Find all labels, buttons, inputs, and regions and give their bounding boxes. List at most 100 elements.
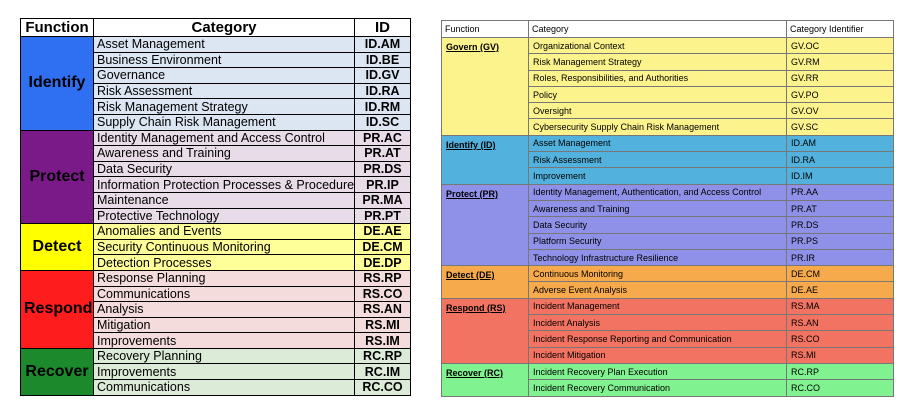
id-cell: GV.PO (786, 85, 894, 104)
id-cell: ID.RA (786, 151, 894, 169)
id-cell: RS.MA (786, 297, 894, 316)
table-row: Communications RS.CO (20, 285, 411, 303)
table-row: Recover (RC) Incident Recovery Plan Execu… (441, 362, 894, 397)
id-cell: ID.IM (786, 167, 894, 185)
table-row: Supply Chain Risk Management ID.SC (20, 113, 411, 131)
category-cell: Risk Assessment (93, 82, 355, 100)
id-cell: RS.CO (786, 330, 894, 348)
id-cell: RC.CO (354, 379, 411, 396)
id-cell: PR.IP (354, 176, 411, 193)
category-cell: Improvements (93, 332, 355, 349)
table-row: Information Protection Processes & Proce… (20, 176, 411, 193)
category-cell: Continuous Monitoring (528, 265, 787, 283)
id-cell: RS.AN (786, 314, 894, 332)
id-cell: DE.CM (786, 265, 894, 283)
table-row: Technology Infrastructure Resilience PR.I… (441, 248, 894, 267)
table-row: Roles, Responsibilities, and Authorities… (441, 69, 894, 87)
category-cell: Technology Infrastructure Resilience (528, 248, 787, 267)
category-cell: Communications (93, 379, 355, 396)
category-cell: Roles, Responsibilities, and Authorities (528, 69, 787, 87)
id-cell: PR.IR (786, 248, 894, 267)
table-row: Security Continuous Monitoring DE.CM (20, 238, 411, 256)
id-cell: RS.IM (354, 332, 411, 349)
category-cell: Security Continuous Monitoring (93, 238, 355, 256)
table-row: Recover Recovery Planning RC.RP (20, 347, 411, 396)
function-cell: Respond (RS) (441, 297, 529, 364)
id-cell: ID.RA (354, 82, 411, 100)
category-cell: Detection Processes (93, 254, 355, 271)
function-cell: Recover (RC) (441, 362, 529, 397)
id-cell: ID.AM (786, 134, 894, 153)
function-cell: Protect (PR) (441, 183, 529, 267)
id-cell: ID.RM (354, 98, 411, 115)
header-cell: Function (441, 20, 529, 38)
table-row: Respond Response Planning RS.RP (20, 269, 411, 349)
category-cell: Platform Security (528, 232, 787, 250)
category-cell: Anomalies and Events (93, 223, 355, 240)
table-row: Awareness and Training PR.AT (20, 145, 411, 162)
table-row: Awareness and Training PR.AT (441, 199, 894, 218)
table-row: Improvements RC.IM (20, 363, 411, 381)
id-cell: RS.MI (786, 346, 894, 364)
table-row: Data Security PR.DS (20, 160, 411, 178)
header-cell: Category (93, 18, 355, 37)
table-row: Cybersecurity Supply Chain Risk Manageme… (441, 118, 894, 136)
category-cell: Oversight (528, 102, 787, 120)
id-cell: PR.MA (354, 191, 411, 209)
header-cell: Category Identifier (786, 20, 894, 38)
category-cell: Information Protection Processes & Proce… (93, 176, 355, 193)
id-cell: PR.AT (354, 145, 411, 162)
category-cell: Supply Chain Risk Management (93, 113, 355, 131)
id-cell: RS.MI (354, 316, 411, 334)
category-cell: Risk Assessment (528, 151, 787, 169)
category-cell: Adverse Event Analysis (528, 281, 787, 299)
category-cell: Identity Management, Authentication, and… (528, 183, 787, 201)
id-cell: RS.AN (354, 301, 411, 318)
table-row: Identify Asset Management ID.AM (20, 36, 411, 131)
id-cell: RS.CO (354, 285, 411, 303)
table-row: Risk Management Strategy GV.RM (441, 53, 894, 71)
category-cell: Data Security (93, 160, 355, 178)
category-cell: Response Planning (93, 269, 355, 287)
category-cell: Policy (528, 85, 787, 104)
id-cell: DE.AE (354, 223, 411, 240)
category-cell: Organizational Context (528, 36, 787, 55)
category-cell: Data Security (528, 216, 787, 234)
function-cell: Detect (20, 223, 94, 271)
table-row: Incident Recovery Communication RC.CO (441, 379, 894, 397)
table-row: Analysis RS.AN (20, 301, 411, 318)
header-cell: Category (528, 20, 787, 38)
id-cell: PR.AA (786, 183, 894, 201)
table-row: Incident Analysis RS.AN (441, 314, 894, 332)
function-cell: Govern (GV) (441, 37, 529, 136)
category-cell: Incident Management (528, 297, 787, 316)
id-cell: ID.BE (354, 51, 411, 69)
table-row: Detect (DE) Continuous Monitoring DE.CM (441, 265, 894, 299)
id-cell: PR.AT (786, 199, 894, 218)
id-cell: RS.RP (354, 269, 411, 287)
category-cell: Awareness and Training (93, 145, 355, 162)
csf-2-0-table: Function Category Category Identifier Go… (441, 20, 894, 397)
table-row: Improvements RS.IM (20, 332, 411, 349)
id-cell: DE.AE (786, 281, 894, 299)
function-cell: Identify (20, 36, 94, 131)
table-row: Adverse Event Analysis DE.AE (441, 281, 894, 299)
category-cell: Protective Technology (93, 207, 355, 225)
header-cell: ID (354, 18, 411, 37)
category-cell: Recovery Planning (93, 347, 355, 365)
category-cell: Improvement (528, 167, 787, 185)
category-cell: Incident Recovery Communication (528, 379, 787, 397)
id-cell: RC.RP (786, 362, 894, 381)
id-cell: ID.AM (354, 36, 411, 53)
category-cell: Identity Management and Access Control (93, 129, 355, 147)
category-cell: Incident Mitigation (528, 346, 787, 364)
table-row: Detect Anomalies and Events DE.AE (20, 223, 411, 271)
function-cell: Protect (20, 129, 94, 225)
id-cell: RC.IM (354, 363, 411, 381)
table-row: Risk Management Strategy ID.RM (20, 98, 411, 115)
id-cell: RC.RP (354, 347, 411, 365)
id-cell: GV.RR (786, 69, 894, 87)
category-cell: Risk Management Strategy (528, 53, 787, 71)
id-cell: ID.GV (354, 67, 411, 84)
